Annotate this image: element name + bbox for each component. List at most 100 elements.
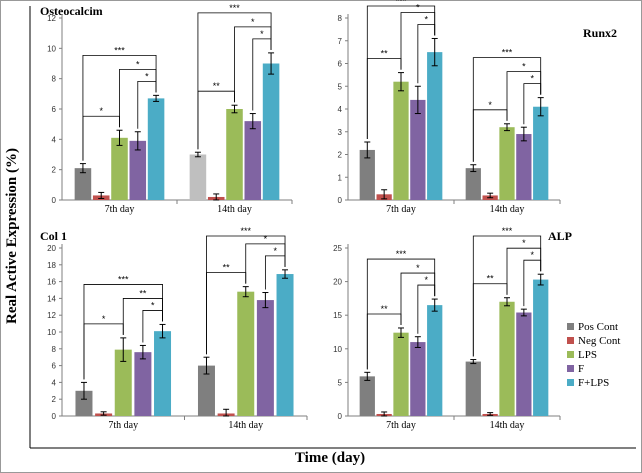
significance-bracket [366,258,436,370]
bar [114,349,132,416]
y-tick-label: 2 [52,166,57,175]
significance-label: * [264,234,268,244]
legend-label: Pos Cont [578,321,618,333]
legend-swatch [567,365,574,372]
significance-label: *** [502,226,513,236]
significance-label: ** [213,81,221,91]
bar [276,274,294,416]
bar [359,149,375,200]
x-tick-label: 7th day [108,420,138,431]
significance-label: * [522,238,526,248]
bar [262,63,280,200]
legend-label: Neg Cont [578,335,620,347]
bar [516,312,532,416]
significance-label: *** [502,48,513,58]
y-tick-label: 8 [52,75,57,84]
significance-label: *** [114,45,125,55]
bar [244,121,262,200]
bar [129,140,147,200]
y-tick-label: 16 [47,278,56,287]
y-tick-label: 6 [52,362,57,371]
significance-label: * [151,300,155,310]
bar [75,390,93,416]
bar [427,52,443,200]
y-tick-label: 20 [333,278,342,287]
significance-label: ** [223,263,231,273]
bar [465,168,481,200]
bar [189,154,207,200]
bar [74,168,92,200]
legend-swatch [567,379,574,386]
significance-label: ** [381,304,389,314]
bar [533,106,549,200]
bar [256,300,274,416]
y-tick-label: 0 [338,196,343,205]
x-axis-title: Time (day) [295,450,365,466]
bar [516,134,532,200]
y-tick-label: 15 [333,311,342,320]
bar [147,98,165,200]
legend-label: F+LPS [578,377,609,389]
significance-label: * [416,263,420,273]
bar [499,127,515,200]
legend-label: F [578,363,584,375]
significance-label: * [145,71,149,81]
significance-label: * [260,29,264,39]
y-tick-label: 20 [47,244,56,253]
y-tick-label: 5 [338,378,343,387]
y-tick-label: 25 [333,244,342,253]
y-tick-label: 8 [52,345,57,354]
panel-title: Osteocalcim [40,4,103,18]
bar [359,376,375,416]
y-tick-label: 5 [338,82,343,91]
significance-label: * [531,74,535,84]
significance-label: ** [487,274,495,284]
x-tick-label: 7th day [386,204,416,215]
significance-label: *** [396,249,407,259]
bar [410,342,426,416]
y-tick-label: 0 [338,412,343,421]
significance-label: *** [240,226,251,236]
y-tick-label: 18 [47,261,56,270]
significance-bracket [472,235,542,357]
significance-label: * [273,246,277,256]
significance-label: *** [118,274,129,284]
significance-bracket [206,235,286,355]
significance-label: * [251,17,255,27]
panel-title: Col 1 [40,229,67,243]
significance-label: * [425,14,429,24]
bar [134,352,152,416]
significance-label: * [531,250,535,260]
significance-bracket [83,284,163,380]
y-tick-label: 2 [52,395,57,404]
bar [154,331,172,416]
significance-label: * [425,275,429,285]
y-tick-label: 6 [338,60,343,69]
x-tick-label: 14th day [490,420,525,431]
x-tick-label: 14th day [217,204,252,215]
y-tick-label: 10 [47,44,56,53]
y-tick-label: 14 [47,294,56,303]
legend-swatch [567,351,574,358]
bar [226,109,243,200]
legend-swatch [567,337,574,344]
panel-title: ALP [548,229,572,243]
significance-bracket [82,54,157,161]
bar [393,81,409,200]
bar [197,365,215,416]
significance-label: * [99,106,103,116]
significance-label: * [136,59,140,69]
y-tick-label: 0 [52,412,57,421]
bar [427,305,443,416]
bar [410,99,426,200]
y-tick-label: 10 [333,345,342,354]
y-tick-label: 7 [338,37,343,46]
bar [237,291,255,416]
y-axis-title: Real Active Expression (%) [4,148,20,324]
x-tick-label: 14th day [228,420,263,431]
